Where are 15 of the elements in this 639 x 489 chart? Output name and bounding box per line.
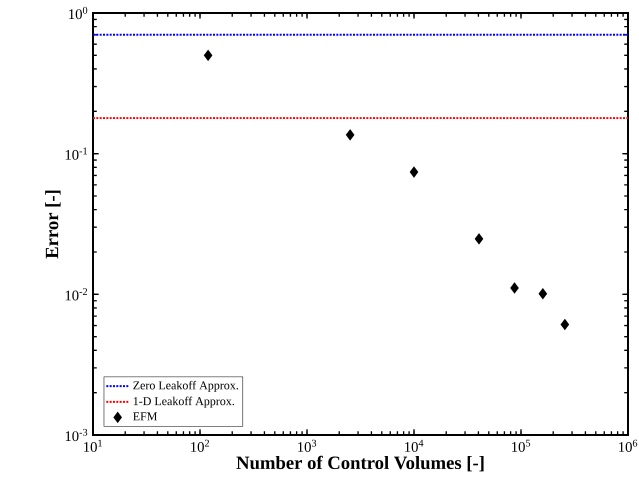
- x-tick-label: 10$^{5}$: [512, 440, 530, 452]
- y-tick-label: 10$^{0}$: [69, 6, 88, 20]
- x-tick-label: 10$^{1}$: [84, 440, 102, 452]
- x-axis-title: Number of Control Volumes [-]: [236, 456, 484, 472]
- x-tick-label: 10$^{2}$: [191, 440, 209, 452]
- legend-label: Zero Leakoff Approx.: [133, 380, 238, 392]
- y-tick-label: 10$^{-2}$: [66, 288, 88, 300]
- x-tick-label: 10$^{6}$: [619, 440, 638, 452]
- y-axis-title: Error [-]: [45, 190, 61, 258]
- x-tick-label: 10$^{3}$: [298, 440, 316, 452]
- legend-label: 1-D Leakoff Approx.: [134, 396, 234, 408]
- legend-label: EFM: [133, 412, 158, 420]
- y-tick-label: 10$^{-3}$: [66, 428, 88, 442]
- y-tick-label: 10$^{-1}$: [66, 148, 88, 160]
- x-tick-label: 10$^{4}$: [405, 440, 424, 452]
